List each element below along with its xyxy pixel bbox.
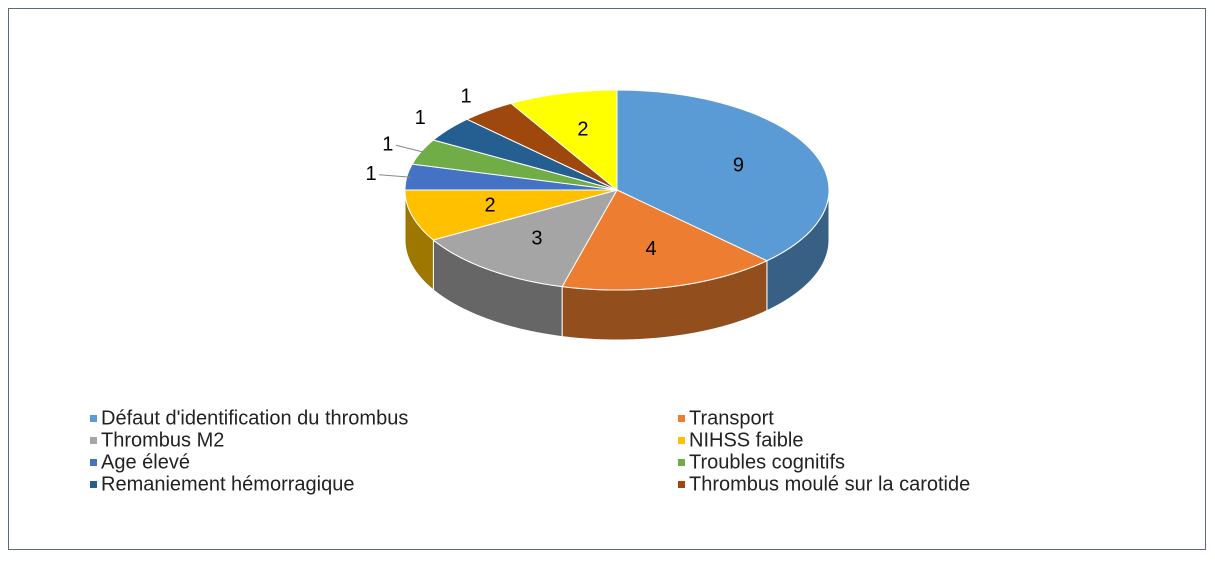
pie-slice [561,189,769,291]
legend-swatch [90,415,97,422]
legend-label: Défaut d'identification du thrombus [101,407,408,429]
data-label: 1 [460,85,471,107]
legend-label: Thrombus moulé sur la carotide [689,473,970,495]
legend-label: Transport [689,407,774,429]
pie-slice [432,189,619,288]
data-label: 1 [382,134,393,156]
legend-swatch [90,481,97,488]
data-label: 2 [577,118,588,140]
legend-swatch [678,415,685,422]
leader-line [395,144,426,153]
data-label: 4 [645,238,656,260]
data-label: 9 [733,155,744,177]
data-label: 1 [366,163,377,185]
pie-slice [465,102,618,191]
legend-swatch [678,459,685,466]
legend-swatch [90,437,97,444]
pie-slice [616,89,830,262]
data-label: 2 [484,194,495,216]
pie-slice [509,89,618,192]
legend-swatch [678,481,685,488]
legend-swatch [90,459,97,466]
leader-line [379,174,412,178]
pie-slice [432,118,618,191]
legend-swatch [678,437,685,444]
legend-label: NIHSS faible [689,429,804,451]
legend-label: Troubles cognitifs [689,451,845,473]
legend-label: Thrombus M2 [101,429,224,451]
legend-label: Remaniement hémorragique [101,473,354,495]
pie-slice [404,189,618,241]
legend-label: Age élevé [101,451,190,473]
data-label: 3 [531,227,542,249]
data-label: 1 [415,107,426,129]
